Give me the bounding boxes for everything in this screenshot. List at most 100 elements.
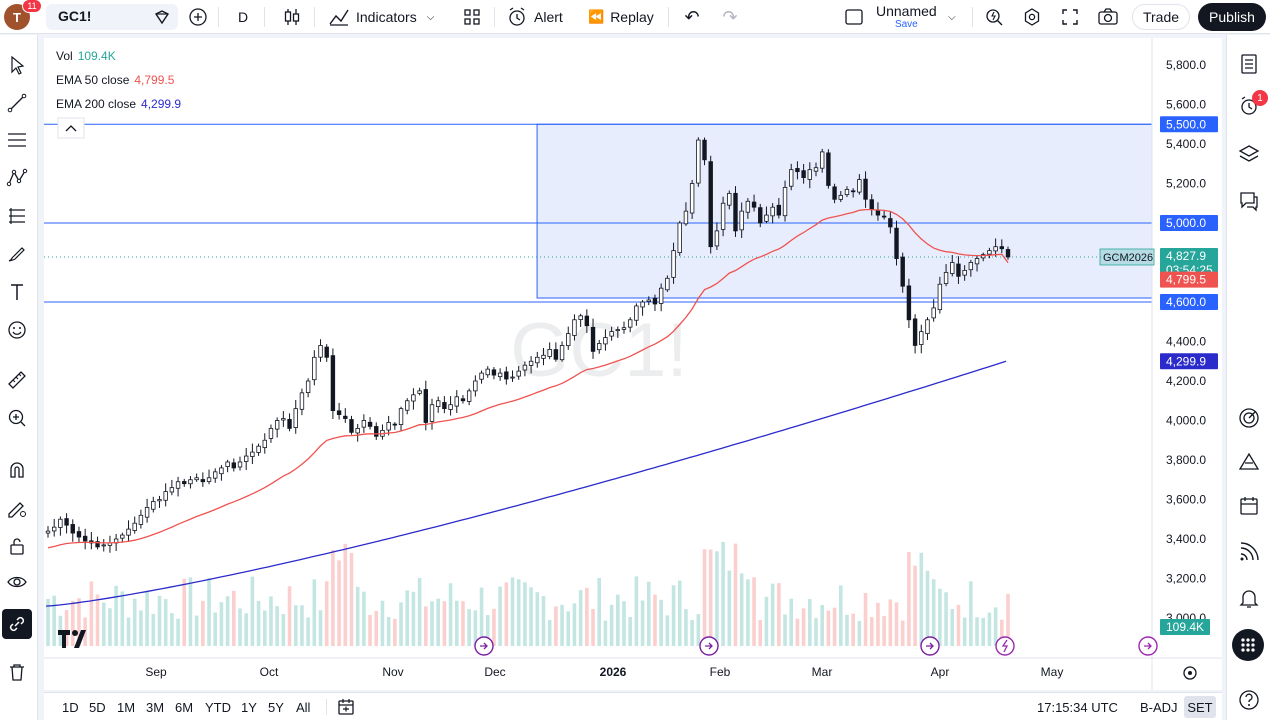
volume-bar bbox=[145, 590, 149, 646]
legend-ema50[interactable]: EMA 50 close 4,799.5 bbox=[56, 73, 174, 87]
trash-icon[interactable] bbox=[4, 659, 30, 685]
volume-bar bbox=[541, 596, 546, 646]
volume-bar bbox=[448, 583, 453, 646]
range-all[interactable]: All bbox=[296, 700, 311, 715]
price-tick-label: 5,200.0 bbox=[1166, 177, 1206, 191]
cursor-icon[interactable] bbox=[4, 52, 30, 78]
notifications-bell-icon[interactable] bbox=[1236, 585, 1262, 611]
zoom-in-icon[interactable] bbox=[4, 405, 30, 431]
price-tick-label: 4,400.0 bbox=[1166, 335, 1206, 349]
chat-icon[interactable] bbox=[1236, 187, 1262, 213]
candle bbox=[739, 202, 744, 238]
trend-line-icon[interactable] bbox=[4, 90, 30, 116]
legend-ema200[interactable]: EMA 200 close 4,299.9 bbox=[56, 97, 181, 111]
candle bbox=[138, 509, 144, 529]
calendar-icon[interactable] bbox=[1236, 493, 1262, 519]
text-tool-icon[interactable] bbox=[4, 279, 30, 305]
watchlist-icon[interactable] bbox=[1236, 51, 1262, 77]
volume-bar bbox=[653, 594, 657, 646]
candle-body bbox=[566, 333, 571, 347]
eye-icon[interactable] bbox=[4, 569, 30, 595]
alert-button[interactable]: Alert bbox=[506, 3, 563, 31]
layout-name-button[interactable]: Unnamed Save bbox=[876, 4, 937, 32]
volume-bar bbox=[77, 598, 81, 646]
price-tick-label: 5,400.0 bbox=[1166, 137, 1206, 151]
interval-button[interactable]: D bbox=[238, 9, 249, 25]
range-1d[interactable]: 1D bbox=[62, 700, 79, 715]
candle bbox=[318, 339, 323, 362]
compare-icon[interactable] bbox=[148, 3, 176, 31]
horizontal-lines-icon[interactable] bbox=[4, 127, 30, 153]
volume-bar bbox=[281, 614, 286, 646]
candle-body bbox=[144, 506, 150, 518]
chevron-down-icon[interactable]: ⌵ bbox=[948, 11, 956, 23]
add-symbol-icon[interactable] bbox=[184, 3, 212, 31]
drawing-toolbar bbox=[0, 35, 38, 720]
streams-icon[interactable] bbox=[1236, 539, 1262, 565]
candle-body bbox=[516, 370, 521, 377]
candle bbox=[987, 247, 992, 259]
price-axis[interactable]: 3,000.03,200.03,400.03,600.03,800.04,000… bbox=[1166, 58, 1206, 625]
pattern-icon[interactable] bbox=[4, 165, 30, 191]
quick-search-icon[interactable] bbox=[980, 3, 1008, 31]
layout-icon[interactable] bbox=[840, 3, 868, 31]
magnet-icon[interactable] bbox=[4, 457, 30, 483]
volume-bar bbox=[622, 601, 626, 646]
range-5y[interactable]: 5Y bbox=[268, 700, 284, 715]
fib-retracement-icon[interactable] bbox=[4, 203, 30, 229]
templates-icon[interactable] bbox=[458, 3, 486, 31]
candle bbox=[535, 351, 540, 368]
tradingview-logo[interactable] bbox=[58, 630, 86, 648]
emoji-icon[interactable] bbox=[4, 317, 30, 343]
symbol-search[interactable] bbox=[46, 4, 178, 30]
help-icon[interactable] bbox=[1236, 687, 1262, 713]
candles-icon[interactable] bbox=[278, 3, 306, 31]
volume-bar bbox=[838, 585, 843, 646]
candle bbox=[819, 148, 825, 173]
range-ytd[interactable]: YTD bbox=[205, 700, 231, 715]
settings-gear-icon[interactable] bbox=[1018, 3, 1046, 31]
range-5d[interactable]: 5D bbox=[89, 700, 106, 715]
candle-body bbox=[683, 210, 689, 225]
price-chart[interactable]: GC1! 3,000.03,200.03,400.03,600.03,800.0… bbox=[44, 38, 1222, 690]
lock-icon[interactable] bbox=[4, 533, 30, 559]
range-mid-label: 5,000.0 bbox=[1166, 216, 1206, 230]
redo-icon[interactable]: ↷ bbox=[722, 6, 738, 27]
target-icon[interactable] bbox=[1236, 405, 1262, 431]
candle-body bbox=[900, 256, 905, 287]
candle-body bbox=[479, 372, 484, 380]
ideas-icon[interactable] bbox=[1236, 449, 1262, 475]
range-6m[interactable]: 6M bbox=[175, 700, 194, 715]
range-top-label: 5,500.0 bbox=[1166, 117, 1206, 131]
indicators-button[interactable]: Indicators ⌵ bbox=[328, 3, 434, 31]
symbol-name[interactable]: GC1! bbox=[58, 8, 92, 24]
trade-button[interactable]: Trade bbox=[1132, 4, 1190, 30]
camera-icon[interactable] bbox=[1094, 3, 1122, 31]
brush-icon[interactable] bbox=[4, 241, 30, 267]
range-box[interactable] bbox=[536, 123, 1153, 299]
range-1y[interactable]: 1Y bbox=[241, 700, 257, 715]
range-3m[interactable]: 3M bbox=[146, 700, 165, 715]
replay-button[interactable]: ⏪ Replay bbox=[588, 3, 654, 31]
pencil-lock-icon[interactable] bbox=[4, 495, 30, 521]
chart-panel[interactable]: GC1! 3,000.0 3,200.0 3,400.0 3,600.0 3,800.0… bbox=[44, 38, 1222, 690]
adjustment-toggle[interactable]: B-ADJ bbox=[1140, 700, 1178, 715]
undo-icon[interactable]: ↶ bbox=[684, 6, 700, 27]
volume-bar bbox=[213, 612, 218, 646]
time-axis[interactable]: Sep Oct Nov Dec 2026 Feb Mar Apr May bbox=[145, 665, 1063, 679]
session-button[interactable]: SET bbox=[1184, 696, 1216, 718]
goto-date-icon[interactable] bbox=[336, 697, 356, 720]
publish-button[interactable]: Publish bbox=[1198, 3, 1266, 31]
candle bbox=[572, 314, 577, 341]
clock[interactable]: 17:15:34 UTC bbox=[1037, 700, 1118, 715]
legend-volume[interactable]: Vol 109.4K bbox=[56, 49, 116, 63]
collapse-legend-button[interactable] bbox=[57, 117, 85, 139]
layers-icon[interactable] bbox=[1236, 141, 1262, 167]
apps-grid-icon[interactable] bbox=[1232, 629, 1264, 661]
range-1m[interactable]: 1M bbox=[117, 700, 136, 715]
event-markers[interactable] bbox=[474, 636, 1158, 656]
fullscreen-icon[interactable] bbox=[1056, 3, 1084, 31]
link-icon[interactable] bbox=[2, 609, 32, 639]
time-axis-settings-icon[interactable] bbox=[1183, 666, 1197, 680]
ruler-icon[interactable] bbox=[4, 367, 30, 393]
